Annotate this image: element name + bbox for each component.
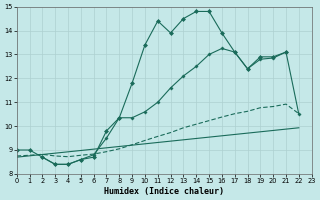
X-axis label: Humidex (Indice chaleur): Humidex (Indice chaleur): [104, 187, 224, 196]
